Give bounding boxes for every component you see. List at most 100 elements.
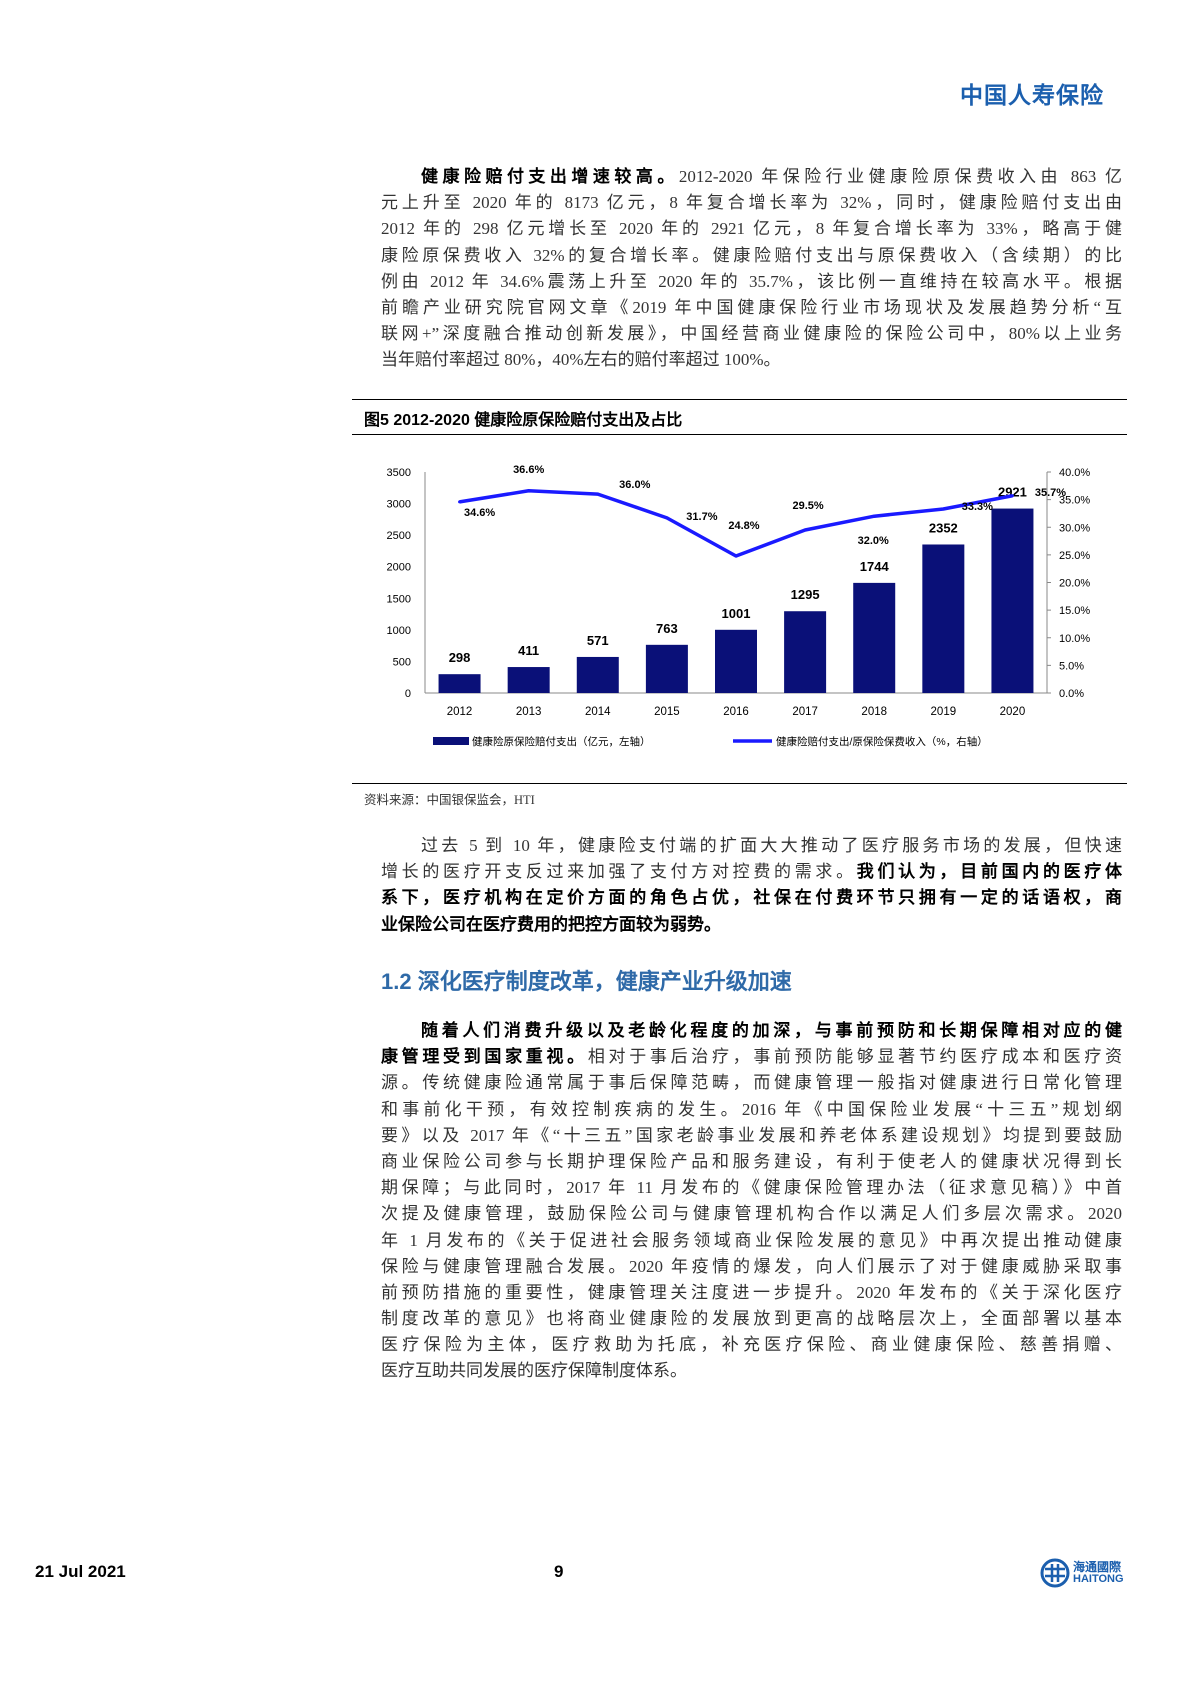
text-line: 元上升至 2020 年的 8173 亿元，8 年复合增长率为 32%，同时，健康… [381,190,1122,216]
page-number: 9 [554,1562,564,1581]
bar-claims-2018 [853,582,896,693]
haitong-logo-icon [1040,1558,1070,1588]
bar-claims-2020 [991,508,1034,693]
left-tick-label: 2000 [387,562,411,574]
body-text: 源。传统健康险通常属于事后保障范畴，而健康管理一般指对健康进行日常化管理 [381,1073,1122,1093]
body-text: 和事前化干预，有效控制疾病的发生。2016 年《中国保险业发展“十三五”规划纲 [381,1099,1122,1119]
x-tick-label: 2015 [654,706,680,718]
bar-value-label: 2352 [929,520,958,535]
left-tick-label: 0 [405,688,411,700]
right-tick-label: 35.0% [1059,495,1090,507]
text-line: 保险与健康管理融合发展。2020 年疫情的爆发，向人们展示了对于健康威胁采取事 [381,1254,1122,1280]
bold-text: 健康险赔付支出增速较高。 [421,167,679,186]
ratio-point-2014 [596,492,600,496]
bold-text: 我们认为，目前国内的医疗体 [856,862,1122,882]
text-line: 健康险赔付支出增速较高。2012-2020 年保险行业健康险原保费收入由 863… [381,164,1122,190]
body-text: 2012 年的 298 亿元增长至 2020 年的 2921 亿元，8 年复合增… [381,219,1122,239]
ratio-point-2020 [1010,494,1014,498]
logo-text-en: HAITONG [1073,1573,1124,1585]
ratio-value-label: 24.8% [728,520,759,532]
x-tick-label: 2017 [792,706,818,718]
figure-title-rule [352,434,1127,435]
legend-bar-swatch [433,737,469,745]
text-line: 前瞻产业研究院官网文章《2019 年中国健康保险行业市场现状及发展趋势分析“互 [381,295,1122,321]
x-tick-label: 2018 [861,706,887,718]
footer-date: 21 Jul 2021 [35,1562,126,1581]
bold-text: 系下，医疗机构在定价方面的角色占优，社保在付费环节只拥有一定的话语权，商 [381,888,1122,908]
body-text: 前预防措施的重要性，健康管理关注度进一步提升。2020 年发布的《关于深化医疗 [381,1282,1122,1302]
ratio-value-label: 36.0% [619,479,650,491]
text-line: 和事前化干预，有效控制疾病的发生。2016 年《中国保险业发展“十三五”规划纲 [381,1097,1122,1123]
logo-text-cn: 海通國際 [1073,1560,1122,1574]
text-line: 联网+”深度融合推动创新发展》，中国经营商业健康险的保险公司中，80%以上业务 [381,321,1122,347]
bar-value-label: 411 [518,643,539,658]
bar-claims-2015 [645,644,688,693]
body-text: 联网+”深度融合推动创新发展》，中国经营商业健康险的保险公司中，80%以上业务 [381,324,1122,344]
legend-bar-label: 健康险原保险赔付支出（亿元，左轴） [472,735,651,748]
text-line: 年 1 月发布的《关于促进社会服务领域商业保险发展的意见》中再次提出推动健康 [381,1228,1122,1254]
brand-header: 中国人寿保险 [960,83,1104,109]
bold-text: 业保险公司在医疗费用的把控方面较为弱势。 [381,914,721,934]
x-tick-label: 2013 [516,706,542,718]
left-tick-label: 1000 [387,625,411,637]
figure-top-rule [352,399,1127,400]
bar-claims-2013 [507,667,550,693]
figure-source: 资料来源：中国银保监会，HTI [364,793,535,807]
right-tick-label: 20.0% [1059,578,1090,590]
text-line: 例由 2012 年 34.6%震荡上升至 2020 年的 35.7%，该比例一直… [381,269,1122,295]
text-line: 商业保险公司参与长期护理保险产品和服务建设，有利于使老人的健康状况得到长 [381,1149,1122,1175]
right-tick-label: 0.0% [1059,688,1084,700]
bar-value-label: 1001 [722,606,751,621]
text-line: 当年赔付率超过 80%，40%左右的赔付率超过 100%。 [381,347,1122,373]
ratio-point-2015 [665,516,669,520]
text-line: 期保障；与此同时，2017 年 11 月发布的《健康保险管理办法（征求意见稿）》… [381,1175,1122,1201]
ratio-value-label: 31.7% [686,511,717,523]
bold-text: 随着人们消费升级以及老龄化程度的加深，与事前预防和长期保障相对应的健 [421,1021,1122,1040]
figure-bottom-rule [352,783,1127,784]
section-heading: 1.2 深化医疗制度改革，健康产业升级加速 [381,969,792,994]
body-text: 次提及健康管理，鼓励保险公司与健康管理机构合作以满足人们多层次需求。2020 [381,1204,1122,1224]
bar-claims-2014 [576,656,619,693]
body-text: 制度改革的意见》也将商业健康险的发展放到更高的战略层次上，全面部署以基本 [381,1309,1122,1329]
text-line: 前预防措施的重要性，健康管理关注度进一步提升。2020 年发布的《关于深化医疗 [381,1280,1122,1306]
body-text: 要》以及 2017 年《“十三五”国家老龄事业发展和养老体系建设规划》均提到要鼓… [381,1125,1122,1145]
body-text: 相对于事后治疗，事前预防能够显著节约医疗成本和医疗资 [587,1047,1122,1067]
ratio-value-label: 33.3% [962,501,993,513]
paragraph-cost-control: 过去 5 到 10 年，健康险支付端的扩面大大推动了医疗服务市场的发展，但快速增… [381,833,1122,938]
body-text: 保险与健康管理融合发展。2020 年疫情的爆发，向人们展示了对于健康威胁采取事 [381,1256,1122,1276]
right-tick-label: 25.0% [1059,550,1090,562]
bold-text: 康管理受到国家重视。 [381,1047,588,1067]
text-line: 业保险公司在医疗费用的把控方面较为弱势。 [381,912,1122,938]
ratio-value-label: 35.7% [1035,487,1066,499]
left-tick-label: 3000 [387,499,411,511]
bar-value-label: 298 [449,650,471,665]
x-tick-label: 2014 [585,706,611,718]
text-line: 增长的医疗开支反过来加强了支付方对控费的需求。我们认为，目前国内的医疗体 [381,859,1122,885]
bar-value-label: 763 [656,621,678,636]
right-tick-label: 10.0% [1059,633,1090,645]
text-line: 次提及健康管理，鼓励保险公司与健康管理机构合作以满足人们多层次需求。2020 [381,1201,1122,1227]
right-tick-label: 15.0% [1059,605,1090,617]
text-line: 康管理受到国家重视。相对于事后治疗，事前预防能够显著节约医疗成本和医疗资 [381,1044,1122,1070]
legend-line-label: 健康险赔付支出/原保险保费收入（%，右轴） [776,735,988,748]
bar-claims-2016 [715,629,757,693]
bar-value-label: 1744 [860,559,890,574]
ratio-point-2012 [458,500,462,504]
body-text: 2012-2020 年保险行业健康险原保费收入由 863 亿 [678,167,1122,186]
body-text: 商业保险公司参与长期护理保险产品和服务建设，有利于使老人的健康状况得到长 [381,1151,1122,1171]
body-text: 元上升至 2020 年的 8173 亿元，8 年复合增长率为 32%，同时，健康… [381,193,1122,213]
text-line: 制度改革的意见》也将商业健康险的发展放到更高的战略层次上，全面部署以基本 [381,1306,1122,1332]
ratio-value-label: 34.6% [464,507,495,519]
paragraph-claims-growth: 健康险赔付支出增速较高。2012-2020 年保险行业健康险原保费收入由 863… [381,164,1122,374]
ratio-point-2018 [872,514,876,518]
body-text: 前瞻产业研究院官网文章《2019 年中国健康保险行业市场现状及发展趋势分析“互 [381,297,1122,317]
bar-value-label: 571 [587,633,609,648]
text-line: 医疗保险为主体，医疗救助为托底，补充医疗保险、商业健康保险、慈善捐赠、 [381,1332,1122,1358]
bar-value-label: 1295 [791,587,820,602]
bar-claims-2012 [438,674,481,693]
left-tick-label: 2500 [387,530,411,542]
text-line: 系下，医疗机构在定价方面的角色占优，社保在付费环节只拥有一定的话语权，商 [381,885,1122,911]
body-text: 康险原保费收入 32%的复合增长率。健康险赔付支出与原保费收入（含续期）的比 [381,245,1122,265]
text-line: 随着人们消费升级以及老龄化程度的加深，与事前预防和长期保障相对应的健 [381,1018,1122,1044]
haitong-logo: 海通國際 HAITONG [1040,1558,1124,1588]
